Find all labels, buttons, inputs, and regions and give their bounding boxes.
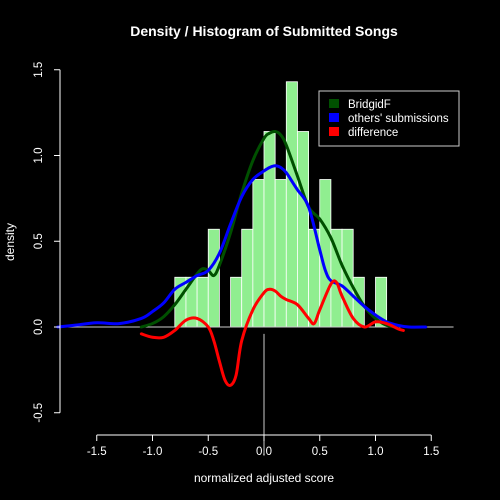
y-tick-label: 0.5 bbox=[33, 233, 45, 249]
y-tick-label: 1.5 bbox=[33, 62, 45, 78]
legend-swatch bbox=[329, 113, 339, 122]
x-tick-label: 0.5 bbox=[312, 446, 328, 458]
y-tick-label: 0.0 bbox=[33, 319, 45, 335]
others-density-line bbox=[56, 164, 428, 329]
x-axis-label: normalized adjusted score bbox=[194, 471, 334, 485]
difference-line bbox=[139, 279, 405, 387]
histogram-bar bbox=[297, 131, 310, 328]
axes: -1.5 -1.0 -0.5 0.0 0.5 1.0 1.5 -0.5 0.0 0.5 1.0 1.5 bbox=[33, 62, 439, 458]
legend-entry-label: others' submissions bbox=[348, 113, 449, 125]
y-axis-label: density bbox=[3, 223, 17, 261]
x-tick-label: -1.5 bbox=[87, 446, 107, 458]
y-tick-label: -0.5 bbox=[33, 403, 45, 423]
x-tick-label: -0.5 bbox=[198, 446, 218, 458]
histogram-bar bbox=[207, 228, 220, 328]
y-tick-label: 1.0 bbox=[33, 148, 45, 164]
bridgidf-density-line bbox=[139, 129, 400, 329]
legend-swatch bbox=[329, 127, 339, 136]
legend: BridgidF others' submissions difference bbox=[318, 90, 460, 147]
density-curves bbox=[56, 129, 428, 387]
histogram-bar bbox=[285, 81, 298, 328]
x-tick-label: -1.0 bbox=[143, 446, 163, 458]
legend-box bbox=[318, 90, 460, 147]
histogram-bar bbox=[274, 179, 287, 328]
x-tick-label: 1.0 bbox=[368, 446, 384, 458]
legend-entry-label: difference bbox=[348, 127, 398, 139]
x-tick-label: 1.5 bbox=[423, 446, 439, 458]
legend-swatch bbox=[329, 99, 339, 108]
legend-entry-label: BridgidF bbox=[348, 99, 391, 111]
histogram-bar bbox=[263, 131, 276, 328]
chart-title: Density / Histogram of Submitted Songs bbox=[130, 23, 398, 39]
histogram-bar bbox=[230, 276, 243, 328]
x-tick-label: 0.0 bbox=[256, 446, 272, 458]
